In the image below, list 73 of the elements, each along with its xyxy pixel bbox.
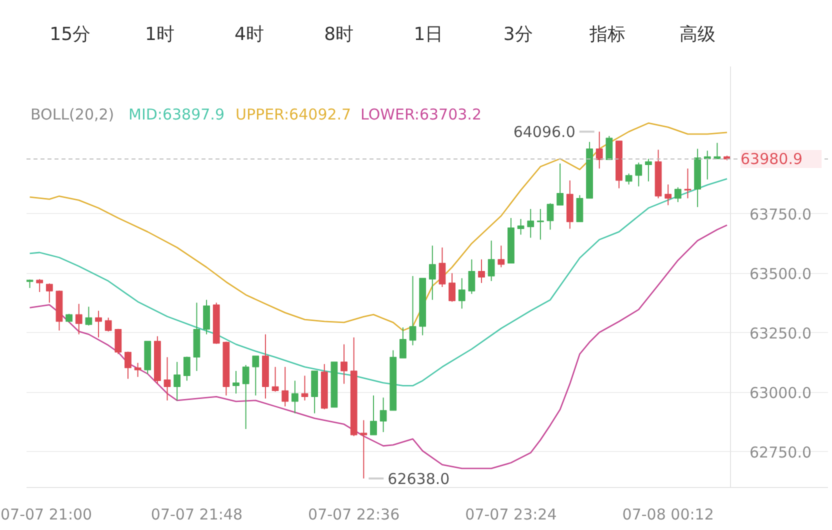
text: 1日 bbox=[414, 24, 444, 45]
text: 1时 bbox=[144, 24, 174, 45]
candlestick bbox=[674, 186, 682, 203]
annotation: 64096.0 bbox=[513, 123, 576, 142]
candlestick bbox=[498, 245, 505, 268]
x-tick-label: 07-07 23:24 bbox=[465, 506, 557, 524]
candlestick bbox=[478, 258, 485, 284]
candlestick bbox=[124, 351, 132, 380]
candlestick bbox=[36, 278, 44, 292]
candlestick bbox=[85, 306, 92, 326]
y-tick-label: 63250.0 bbox=[750, 324, 812, 342]
candlestick bbox=[517, 218, 524, 236]
candlestick bbox=[95, 310, 102, 338]
y-tick-label: 62750.0 bbox=[750, 443, 812, 462]
candlestick bbox=[664, 184, 672, 206]
candlestick bbox=[625, 173, 632, 185]
candlestick bbox=[606, 135, 613, 160]
x-tick-label: 07-07 22:36 bbox=[308, 506, 400, 524]
candlestick bbox=[527, 208, 534, 238]
candlestick bbox=[438, 247, 446, 288]
candlestick bbox=[546, 202, 554, 230]
legend-title: BOLL(20,2) bbox=[30, 106, 114, 124]
candlestick bbox=[232, 370, 240, 394]
candlestick bbox=[114, 328, 122, 355]
ref-line-label: 63980.9 bbox=[740, 150, 803, 168]
candlestick bbox=[301, 375, 308, 401]
x-tick-label: 07-07 21:00 bbox=[0, 506, 92, 524]
candlestick bbox=[468, 258, 476, 294]
candlestick bbox=[645, 158, 652, 182]
candlestick bbox=[488, 240, 495, 282]
candlestick bbox=[134, 362, 142, 378]
candlestick bbox=[291, 380, 298, 414]
candlestick bbox=[75, 303, 82, 335]
candlestick bbox=[428, 245, 436, 300]
x-tick-label: 07-07 21:48 bbox=[150, 506, 243, 524]
candlestick bbox=[360, 420, 368, 479]
text: UPPER:64092.7 bbox=[236, 106, 352, 124]
text: 高级 bbox=[679, 24, 716, 45]
candlestick bbox=[409, 276, 416, 346]
text: MID:63897.9 bbox=[128, 106, 224, 124]
candlestick bbox=[183, 356, 190, 382]
candlestick bbox=[684, 168, 692, 199]
candlestick bbox=[635, 162, 642, 187]
text: 4时 bbox=[234, 24, 264, 45]
x-tick-label: 07-08 00:12 bbox=[622, 506, 714, 524]
candlestick bbox=[556, 163, 564, 206]
candlestick bbox=[596, 131, 603, 170]
candlestick bbox=[400, 326, 406, 359]
text: 8时 bbox=[324, 24, 354, 45]
y-tick-label: 63500.0 bbox=[750, 264, 812, 283]
candlestick bbox=[252, 355, 260, 396]
candlestick bbox=[203, 299, 210, 335]
candlestick bbox=[242, 364, 250, 430]
candlestick bbox=[380, 397, 387, 433]
text: 15分 bbox=[50, 24, 91, 45]
y-tick-label: 63750.0 bbox=[750, 205, 812, 224]
candlestick bbox=[282, 366, 289, 407]
text: 指标 bbox=[588, 24, 626, 45]
annotation: 62638.0 bbox=[388, 470, 450, 488]
candlestick bbox=[340, 344, 348, 384]
candlestick bbox=[104, 317, 112, 332]
candlestick bbox=[174, 361, 181, 401]
y-tick-label: 63000.0 bbox=[750, 384, 812, 402]
candlestick bbox=[576, 194, 584, 222]
candlestick bbox=[272, 366, 279, 392]
candlestick bbox=[536, 208, 544, 240]
candlestick bbox=[46, 282, 53, 304]
candlestick bbox=[458, 278, 466, 310]
candlestick bbox=[448, 272, 456, 302]
candlestick bbox=[370, 394, 377, 436]
text: LOWER:63703.2 bbox=[360, 106, 482, 124]
text: 3分 bbox=[503, 24, 533, 45]
candlestick bbox=[164, 356, 171, 401]
